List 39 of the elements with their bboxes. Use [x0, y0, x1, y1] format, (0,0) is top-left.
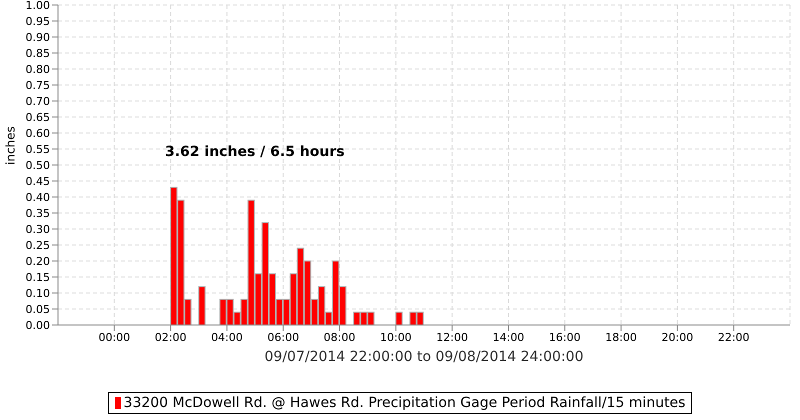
bar: [395, 312, 403, 325]
y-tick-label: 0.50: [26, 158, 50, 172]
y-tick-label: 0.95: [26, 14, 50, 28]
x-tick-label: 00:00: [98, 330, 130, 344]
x-tick-label: 16:00: [548, 330, 581, 344]
y-axis-title: inches: [3, 126, 18, 165]
bar: [198, 286, 206, 325]
x-tick-label: 06:00: [267, 330, 300, 344]
y-tick-label: 0.45: [26, 174, 50, 188]
x-tick-label: 02:00: [154, 330, 186, 344]
x-tick-label: 04:00: [211, 330, 243, 344]
y-tick-label: 0.00: [26, 318, 50, 332]
y-tick-label: 0.70: [26, 94, 50, 108]
y-tick-label: 0.40: [26, 190, 50, 204]
y-tick-label: 0.15: [26, 270, 50, 284]
y-tick-label: 0.20: [26, 254, 50, 268]
y-tick-label: 0.60: [26, 126, 50, 140]
legend-label: 33200 McDowell Rd. @ Hawes Rd. Precipitation Gage Period Rainfall/15 minutes: [124, 395, 686, 411]
y-tick-label: 0.35: [26, 206, 50, 220]
x-tick-label: 12:00: [436, 330, 468, 344]
y-tick-label: 0.10: [26, 286, 50, 300]
x-tick-label: 10:00: [380, 330, 412, 344]
y-tick-label: 0.25: [26, 238, 50, 252]
y-tick-label: 0.75: [26, 78, 50, 92]
y-tick-label: 0.65: [26, 110, 50, 124]
y-tick-label: 0.85: [26, 46, 50, 60]
y-tick-label: 0.55: [26, 142, 50, 156]
x-tick-label: 22:00: [718, 330, 750, 344]
x-tick-label: 14:00: [492, 330, 524, 344]
y-tick-label: 0.80: [26, 62, 50, 76]
y-tick-label: 0.30: [26, 222, 50, 236]
x-tick-label: 20:00: [662, 330, 694, 344]
annotation: 3.62 inches / 6.5 hours: [165, 144, 345, 160]
y-tick-label: 1.00: [26, 0, 50, 12]
x-tick-label: 08:00: [324, 330, 356, 344]
x-tick-label: 18:00: [605, 330, 637, 344]
x-axis-title: 09/07/2014 22:00:00 to 09/08/2014 24:00:00: [264, 349, 584, 365]
y-tick-label: 0.90: [26, 30, 50, 44]
y-tick-label: 0.05: [26, 302, 50, 316]
